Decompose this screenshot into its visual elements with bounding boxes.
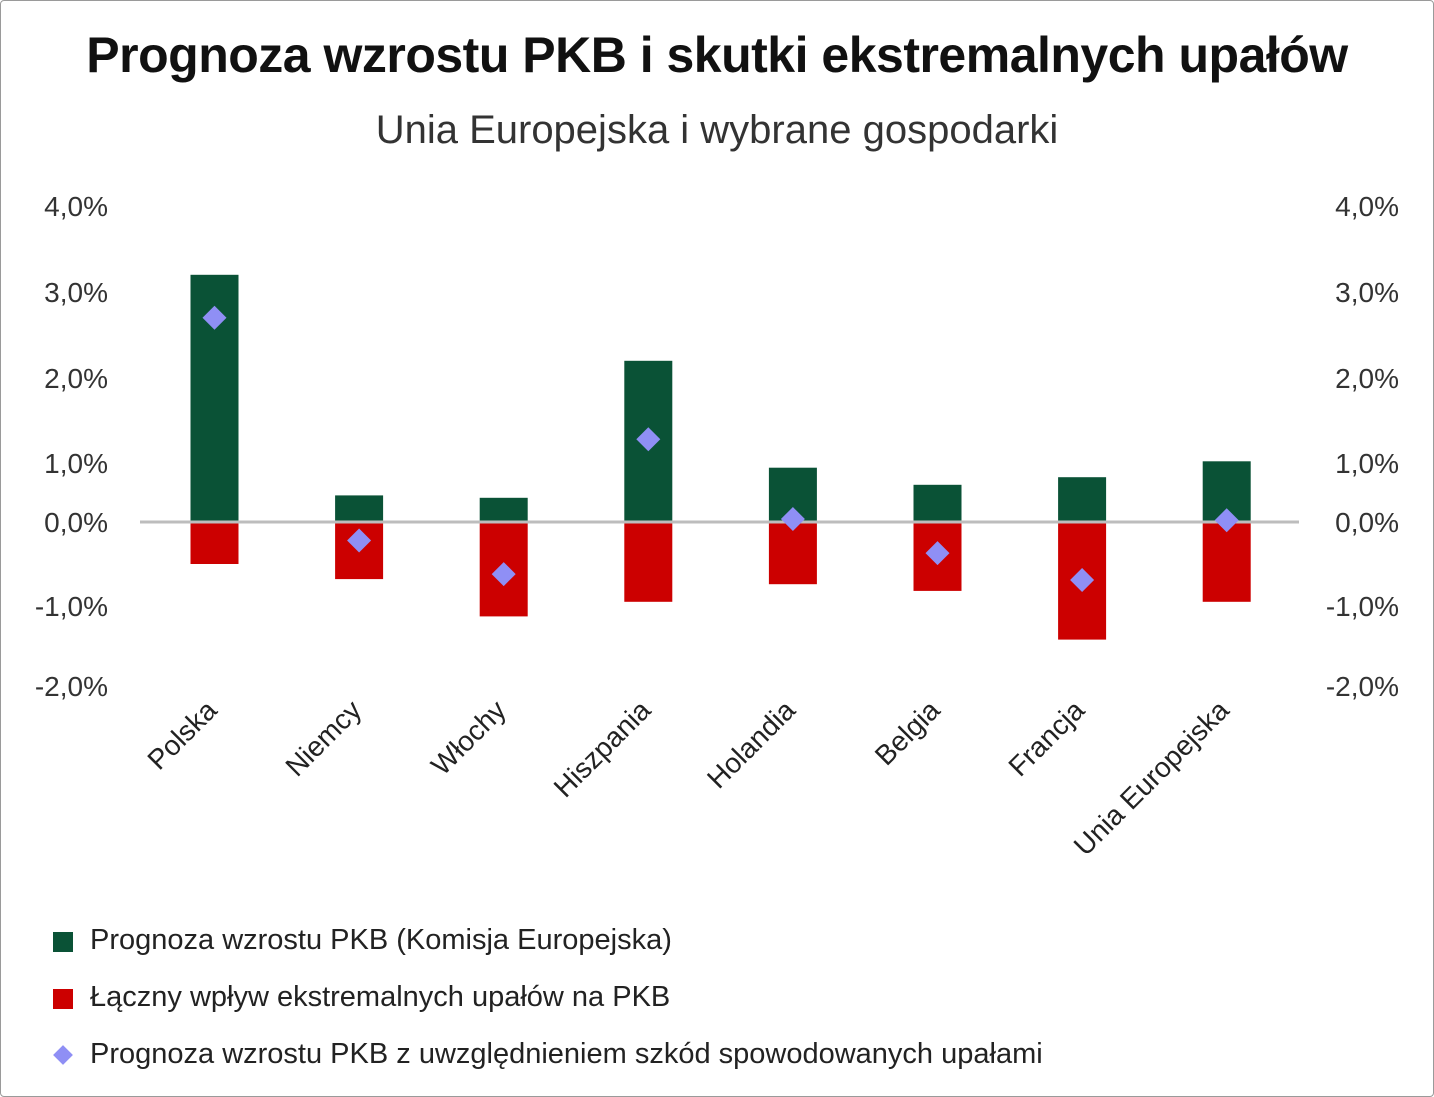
- bar-growth-forecast: [479, 497, 528, 522]
- y-tick-label-left: 1,0%: [44, 448, 108, 479]
- adjusted-forecast-diamond: [1214, 508, 1239, 533]
- bar-heat-impact: [190, 522, 239, 564]
- bar-heat-impact: [624, 522, 673, 602]
- bar-heat-impact: [1202, 522, 1251, 602]
- y-tick-label-right: 1,0%: [1335, 448, 1399, 479]
- y-tick-label-left: 4,0%: [44, 191, 108, 222]
- legend-swatch-red: [53, 989, 73, 1009]
- category-label: Hiszpania: [548, 694, 657, 803]
- legend-label: Prognoza wzrostu PKB z uwzględnieniem sz…: [90, 1038, 1043, 1070]
- bar-growth-forecast: [1058, 477, 1107, 522]
- legend-label: Prognoza wzrostu PKB (Komisja Europejska…: [90, 924, 672, 956]
- adjusted-forecast-diamond: [1070, 567, 1095, 592]
- adjusted-forecast-diamond: [491, 562, 516, 587]
- legend-label: Łączny wpływ ekstremalnych upałów na PKB: [90, 981, 671, 1013]
- y-tick-label-left: 0,0%: [44, 507, 108, 538]
- y-tick-label-right: 4,0%: [1335, 191, 1399, 222]
- category-label: Niemcy: [279, 694, 367, 782]
- category-label: Unia Europejska: [1068, 694, 1235, 861]
- adjusted-forecast-diamond: [347, 528, 372, 553]
- category-label: Holandia: [701, 694, 801, 794]
- y-tick-label-right: -1,0%: [1326, 591, 1399, 622]
- y-tick-label-left: 2,0%: [44, 363, 108, 394]
- chart-title: Prognoza wzrostu PKB i skutki ekstremaln…: [86, 27, 1348, 83]
- bar-growth-forecast: [335, 495, 384, 522]
- y-tick-label-right: 3,0%: [1335, 277, 1399, 308]
- y-tick-label-right: 2,0%: [1335, 363, 1399, 394]
- adjusted-forecast-diamond: [202, 305, 227, 330]
- bar-heat-impact: [768, 522, 817, 585]
- adjusted-forecast-diamond: [925, 541, 950, 566]
- adjusted-forecast-diamond: [636, 427, 661, 452]
- y-tick-label-right: 0,0%: [1335, 507, 1399, 538]
- adjusted-forecast-diamond: [780, 507, 805, 532]
- category-label: Włochy: [425, 694, 512, 781]
- y-tick-label-left: 3,0%: [44, 277, 108, 308]
- bar-growth-forecast: [913, 484, 962, 522]
- y-tick-label-right: -2,0%: [1326, 671, 1399, 702]
- category-label: Polska: [141, 694, 223, 776]
- y-tick-label-left: -1,0%: [35, 591, 108, 622]
- chart-subtitle: Unia Europejska i wybrane gospodarki: [375, 108, 1059, 152]
- category-label: Francja: [1002, 694, 1090, 782]
- category-label: Belgia: [869, 694, 946, 771]
- y-tick-label-left: -2,0%: [35, 671, 108, 702]
- chart-plot: 4,0% 3,0% 2,0% 1,0% 0,0% -1,0% -2,0% 4,0% 3,0% 2…: [35, 191, 1399, 862]
- legend-swatch-green: [53, 932, 73, 952]
